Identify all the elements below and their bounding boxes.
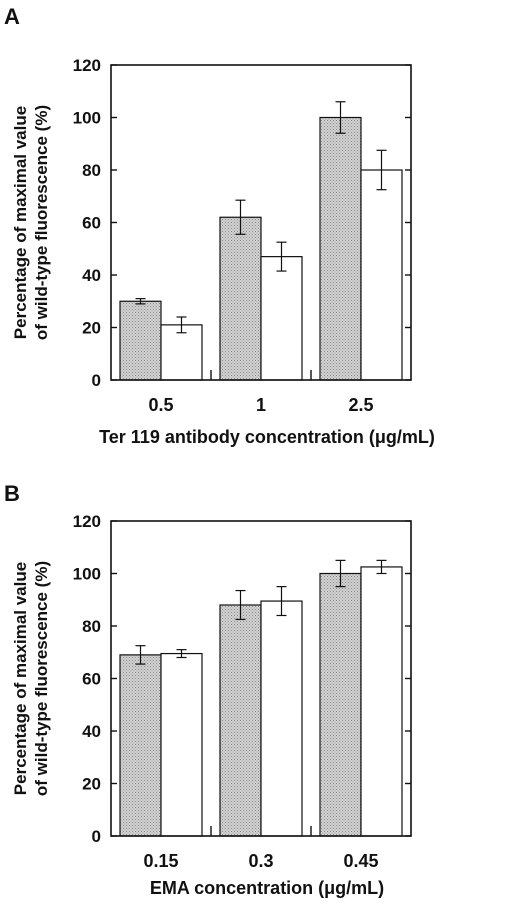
bar xyxy=(360,169,403,381)
bar xyxy=(160,652,203,837)
bar xyxy=(260,600,303,837)
chart-panel-b: B 0 20 40 60 80 100 120 0.15 0.3 0.45 EMA concentra… xyxy=(4,481,412,898)
y-tick-label: 60 xyxy=(82,214,101,233)
x-tick-label: 2.5 xyxy=(348,395,373,415)
y-tick-label: 120 xyxy=(73,56,101,75)
y-axis-label-line1: Percentage of maximal value xyxy=(11,106,30,339)
y-tick-label: 0 xyxy=(92,371,101,390)
x-tick-label: 1 xyxy=(256,395,266,415)
chart-panel-a: A 0 20 40 60 80 100 120 0.5 1 2.5 Ter 119 antibody … xyxy=(4,4,435,447)
y-axis-label-line1: Percentage of maximal value xyxy=(11,562,30,795)
y-tick-label: 20 xyxy=(82,319,101,338)
y-tick-label: 120 xyxy=(73,512,101,531)
y-tick-label: 40 xyxy=(82,266,101,285)
y-axis-label-line2: of wild-type fluorescence (%) xyxy=(32,105,51,340)
x-tick-label: 0.5 xyxy=(148,395,173,415)
y-tick-label: 20 xyxy=(82,775,101,794)
y-axis-label-line2: of wild-type fluorescence (%) xyxy=(32,561,51,796)
bar xyxy=(219,604,262,837)
bar xyxy=(260,256,303,381)
bar xyxy=(360,566,403,837)
y-tick-label: 60 xyxy=(82,670,101,689)
y-tick-label: 0 xyxy=(92,827,101,846)
bar xyxy=(119,654,162,837)
x-axis-label: Ter 119 antibody concentration (μg/mL) xyxy=(99,427,435,447)
bar xyxy=(319,116,362,381)
bar xyxy=(119,300,162,381)
y-tick-label: 100 xyxy=(73,565,101,584)
panel-letter: A xyxy=(4,4,20,29)
panel-letter: B xyxy=(4,481,20,506)
x-tick-label: 0.15 xyxy=(143,851,178,871)
x-axis-label: EMA concentration (μg/mL) xyxy=(150,878,384,898)
y-tick-label: 80 xyxy=(82,617,101,636)
y-tick-label: 100 xyxy=(73,109,101,128)
x-tick-label: 0.3 xyxy=(248,851,273,871)
x-tick-label: 0.45 xyxy=(343,851,378,871)
bar xyxy=(319,572,362,837)
y-tick-label: 40 xyxy=(82,722,101,741)
y-tick-label: 80 xyxy=(82,161,101,180)
bar xyxy=(219,216,262,381)
